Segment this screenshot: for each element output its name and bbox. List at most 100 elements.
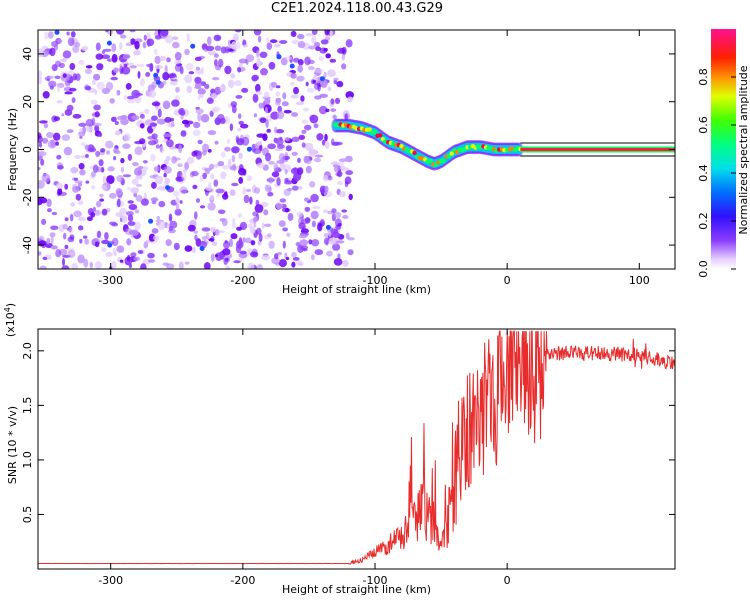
noise-blob	[47, 208, 52, 213]
noise-blob	[265, 119, 269, 128]
noise-blob	[127, 214, 134, 222]
noise-blob	[230, 101, 237, 108]
noise-blob	[231, 182, 239, 187]
noise-blob	[223, 240, 230, 249]
noise-blob	[195, 198, 201, 203]
plot1-xtick-label: 100	[629, 274, 650, 287]
noise-blob	[341, 63, 347, 70]
noise-blob	[210, 226, 216, 233]
noise-blob	[238, 120, 244, 125]
noise-blob	[95, 42, 101, 51]
plot2-xtick-label: -200	[230, 574, 255, 587]
noise-blob	[283, 109, 292, 114]
noise-blob	[135, 183, 142, 188]
noise-blob	[46, 132, 54, 138]
noise-blob	[184, 48, 190, 56]
noise-blob	[62, 232, 67, 240]
noise-blob	[80, 142, 86, 147]
plot1-ylabel: Frequency (Hz)	[6, 108, 19, 191]
noise-blob	[342, 259, 349, 267]
noise-blob	[342, 215, 349, 219]
noise-blob	[154, 35, 162, 40]
noise-blob	[235, 95, 243, 99]
noise-blob	[263, 209, 269, 216]
noise-blob	[202, 172, 208, 180]
noise-blob	[49, 232, 56, 238]
noise-blob	[253, 221, 257, 228]
noise-blob	[299, 239, 308, 246]
noise-blob	[162, 100, 171, 110]
noise-blob	[78, 59, 85, 65]
noise-blob	[237, 67, 242, 73]
noise-blob	[284, 252, 288, 259]
plot1-ytick-label: 40	[21, 47, 34, 61]
noise-blob	[267, 191, 274, 197]
noise-blob	[265, 152, 272, 162]
noise-blob	[57, 165, 64, 170]
noise-blob	[123, 133, 131, 142]
noise-blob	[174, 63, 182, 72]
noise-blob	[145, 72, 151, 77]
noise-blob	[323, 209, 329, 214]
noise-blob	[74, 180, 83, 184]
noise-blob	[63, 146, 73, 156]
noise-blob	[217, 209, 226, 215]
noise-blob	[102, 48, 112, 52]
noise-blob	[312, 79, 317, 84]
noise-blob	[66, 129, 74, 134]
noise-blob	[345, 232, 350, 239]
noise-blob	[260, 202, 269, 207]
colorbar-tick-label: 0.4	[697, 164, 710, 182]
noise-blob	[214, 140, 219, 145]
noise-blob	[311, 220, 316, 228]
noise-blob	[192, 129, 201, 137]
noise-blob	[50, 245, 58, 250]
noise-blob	[125, 83, 132, 90]
noise-blob	[72, 185, 80, 193]
noise-blob	[305, 81, 309, 87]
noise-blob	[245, 188, 252, 193]
noise-blob	[306, 87, 315, 93]
noise-blob	[282, 240, 286, 249]
noise-peak	[325, 224, 331, 230]
noise-blob	[207, 130, 217, 136]
noise-blob	[347, 237, 355, 241]
noise-blob	[111, 53, 118, 63]
noise-blob	[134, 40, 140, 50]
noise-blob	[291, 185, 299, 191]
noise-blob	[139, 78, 145, 87]
noise-blob	[209, 194, 215, 201]
noise-blob	[38, 75, 43, 85]
noise-blob	[242, 237, 246, 243]
noise-blob	[241, 136, 250, 146]
noise-blob	[78, 162, 85, 170]
noise-blob	[211, 77, 220, 81]
noise-blob	[166, 139, 174, 148]
noise-blob	[46, 198, 52, 207]
noise-blob	[275, 85, 281, 89]
noise-blob	[171, 156, 178, 164]
noise-blob	[172, 41, 180, 49]
noise-blob	[301, 119, 309, 125]
noise-peak	[54, 30, 60, 35]
noise-blob	[256, 162, 265, 168]
noise-blob	[69, 234, 75, 240]
noise-blob	[151, 133, 158, 140]
noise-blob	[127, 62, 134, 67]
noise-blob	[338, 161, 345, 166]
noise-blob	[229, 238, 233, 248]
noise-blob	[131, 229, 139, 236]
plot1-xtick-label: -200	[230, 274, 255, 287]
noise-blob	[341, 46, 347, 56]
noise-blob	[217, 161, 225, 167]
noise-blob	[193, 230, 198, 234]
noise-blob	[250, 240, 256, 246]
noise-blob	[90, 99, 98, 105]
noise-blob	[49, 47, 56, 57]
noise-blob	[216, 192, 221, 198]
noise-blob	[139, 123, 145, 129]
noise-peak	[148, 218, 154, 224]
noise-blob	[159, 55, 166, 61]
noise-blob	[329, 58, 337, 63]
noise-blob	[119, 207, 128, 215]
